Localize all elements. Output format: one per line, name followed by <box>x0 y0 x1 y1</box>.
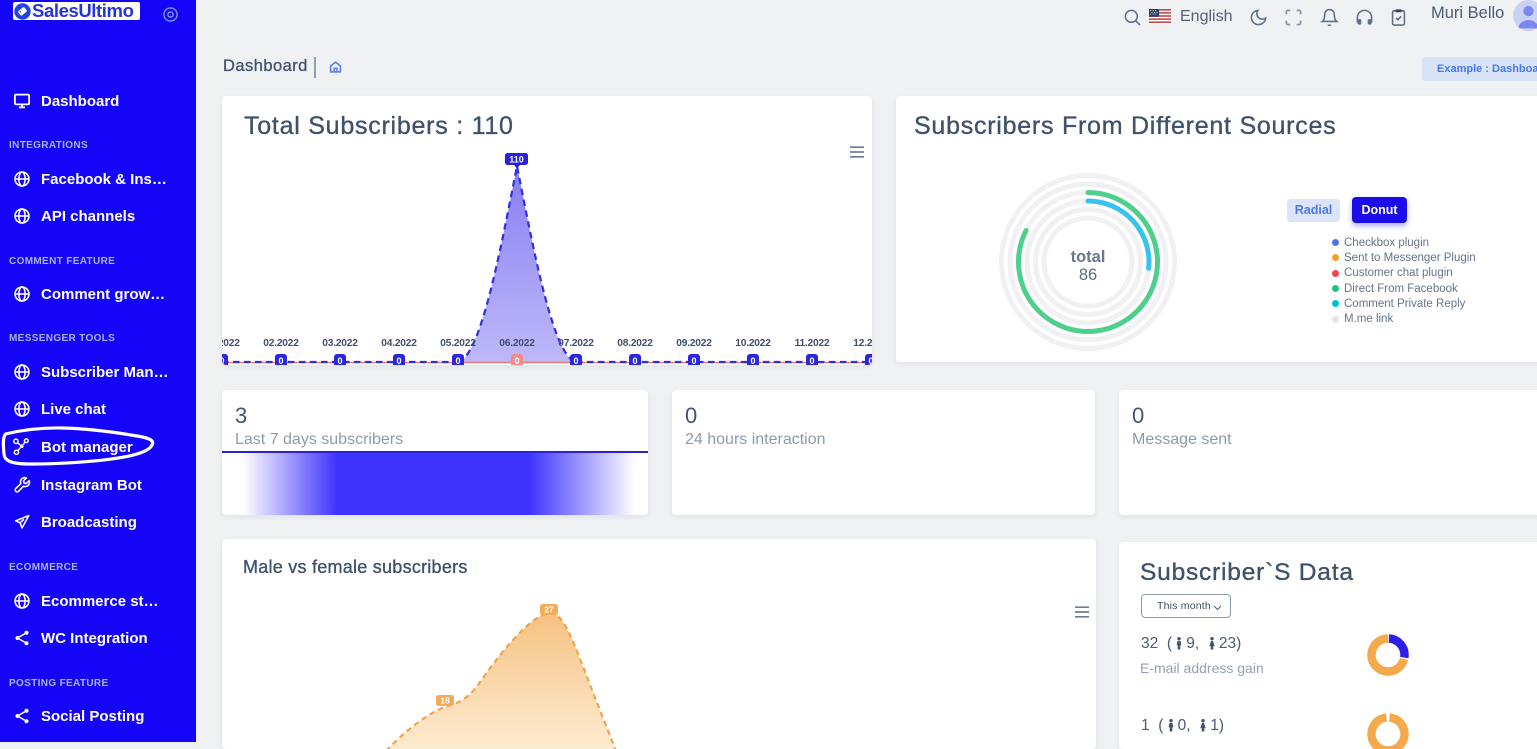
svg-text:0: 0 <box>691 356 696 365</box>
svg-text:11.2022: 11.2022 <box>795 338 830 349</box>
svg-text:0: 0 <box>514 356 519 365</box>
svg-text:04.2022: 04.2022 <box>381 338 417 349</box>
svg-text:0: 0 <box>278 356 283 365</box>
svg-text:0: 0 <box>632 356 637 365</box>
svg-text:09.2022: 09.2022 <box>676 338 712 349</box>
svg-text:0: 0 <box>868 356 872 365</box>
svg-text:10.2022: 10.2022 <box>735 338 771 349</box>
svg-text:0: 0 <box>222 356 225 365</box>
svg-text:86: 86 <box>1079 266 1097 284</box>
svg-text:total: total <box>1071 248 1106 266</box>
svg-text:0: 0 <box>573 356 578 365</box>
svg-text:27: 27 <box>544 605 554 615</box>
svg-text:05.2022: 05.2022 <box>440 338 476 349</box>
svg-text:03.2022: 03.2022 <box>322 338 358 349</box>
svg-text:0: 0 <box>809 356 814 365</box>
svg-text:110: 110 <box>509 155 524 165</box>
svg-text:18: 18 <box>440 696 450 706</box>
svg-text:08.2022: 08.2022 <box>617 338 653 349</box>
svg-text:02.2022: 02.2022 <box>263 338 299 349</box>
svg-text:0: 0 <box>337 356 342 365</box>
svg-text:07.2022: 07.2022 <box>558 338 594 349</box>
svg-text:0: 0 <box>455 356 460 365</box>
svg-text:06.2022: 06.2022 <box>499 338 535 349</box>
svg-text:12.2022: 12.2022 <box>853 338 872 349</box>
svg-text:0: 0 <box>396 356 401 365</box>
svg-text:0: 0 <box>750 356 755 365</box>
svg-text:01.2022: 01.2022 <box>222 338 240 349</box>
